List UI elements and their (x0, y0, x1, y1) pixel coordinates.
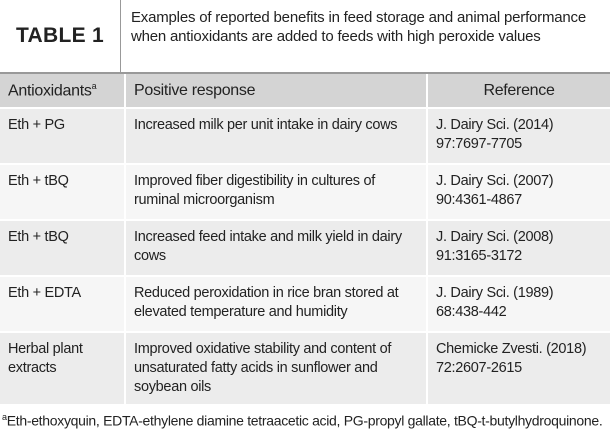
response-cell: Improved fiber digestibility in cultures… (125, 163, 428, 220)
reference-cell: J. Dairy Sci. (1989) 68:438-442 (427, 275, 610, 332)
reference-cell: J. Dairy Sci. (2014) 97:7697-7705 (427, 107, 610, 164)
header-row: Antioxidantsa Positive response Referenc… (0, 74, 610, 108)
table: Antioxidantsa Positive response Referenc… (0, 74, 610, 404)
footnote-text: Eth-ethoxyquin, EDTA-ethylene diamine te… (6, 412, 603, 429)
table-body: Eth + PG Increased milk per unit intake i… (0, 107, 610, 404)
reference-cell: Chemicke Zvesti. (2018) 72:2607-2615 (427, 331, 610, 404)
footnote: aEth-ethoxyquin, EDTA-ethylene diamine t… (0, 404, 610, 434)
reference-cell: J. Dairy Sci. (2007) 90:4361-4867 (427, 163, 610, 220)
response-cell: Increased feed intake and milk yield in … (125, 219, 428, 276)
response-cell: Reduced peroxidation in rice bran stored… (125, 275, 428, 332)
antioxidant-cell: Herbal plant extracts (0, 331, 126, 404)
antioxidant-cell: Eth + tBQ (0, 163, 126, 220)
column-header: Positive response (125, 74, 428, 108)
footnote-marker: a (2, 412, 7, 422)
response-cell: Improved oxidative stability and content… (125, 331, 428, 404)
note-marker: a (91, 80, 97, 91)
table-label: TABLE 1 (0, 0, 121, 72)
table-row: Eth + tBQ Improved fiber digestibility in… (0, 163, 610, 220)
table-row: Eth + EDTA Reduced peroxidation in rice b… (0, 275, 610, 332)
reference-cell: J. Dairy Sci. (2008) 91:3165-3172 (427, 219, 610, 276)
table-header: TABLE 1 Examples of reported benefits in… (0, 0, 610, 74)
antioxidant-cell: Eth + EDTA (0, 275, 126, 332)
antioxidant-cell: Eth + PG (0, 107, 126, 164)
antioxidant-cell: Eth + tBQ (0, 219, 126, 276)
column-title: Antioxidants (8, 82, 92, 100)
column-header: Reference (427, 74, 610, 108)
table-row: Eth + PG Increased milk per unit intake i… (0, 107, 610, 164)
column-header: Antioxidantsa (0, 74, 126, 108)
table-row: Herbal plant extracts Improved oxidative … (0, 331, 610, 404)
response-cell: Increased milk per unit intake in dairy … (125, 107, 428, 164)
table-row: Eth + tBQ Increased feed intake and milk … (0, 219, 610, 276)
table-caption: Examples of reported benefits in feed st… (131, 9, 587, 45)
